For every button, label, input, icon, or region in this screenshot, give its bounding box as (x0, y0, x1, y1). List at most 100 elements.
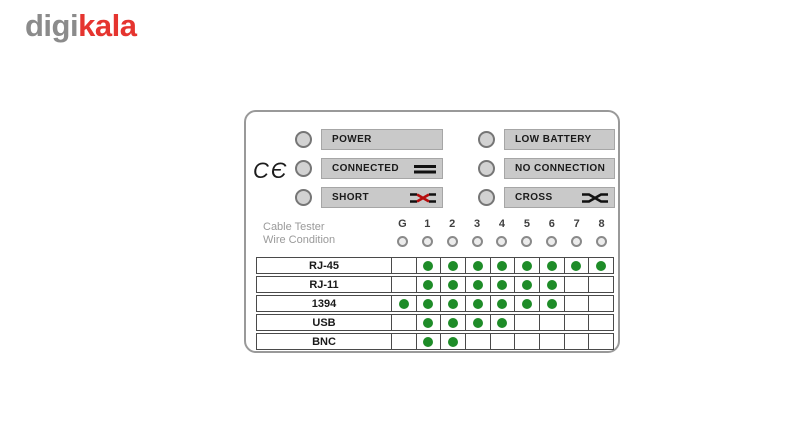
logo-text-kala: kala (78, 8, 137, 43)
logo-text-digi: digi (25, 8, 79, 43)
column-led-ring (521, 236, 533, 247)
wire-cell-3 (464, 315, 490, 330)
wire-cell-7 (563, 315, 589, 330)
column-number: 1 (424, 218, 431, 230)
column-header-G: G (390, 217, 415, 247)
cross-label-box: CROSS (504, 187, 615, 208)
wire-cell-G (391, 334, 416, 349)
column-header-2: 2 (440, 217, 465, 247)
short-led (295, 189, 312, 206)
indicator-row-low-battery: LOW BATTERY (478, 129, 615, 150)
column-header-1: 1 (415, 217, 440, 247)
led-dot-on (472, 317, 483, 328)
led-dot-on (472, 260, 483, 271)
wire-cell-3 (464, 258, 490, 273)
wire-cell-8 (588, 315, 613, 330)
cable-tester-panel: CЄ POWER CONNECTED SHORT (244, 110, 620, 353)
wire-cell-4 (489, 277, 515, 292)
led-dot-on (497, 298, 508, 309)
led-dot-on (423, 298, 434, 309)
wire-cell-5 (514, 315, 539, 330)
led-dot-on (423, 317, 434, 328)
led-dot-on (423, 260, 434, 271)
wire-cell-7 (563, 334, 589, 349)
wire-cell-1 (415, 296, 441, 311)
column-header-4: 4 (490, 217, 515, 247)
indicator-row-connected: CONNECTED (295, 158, 443, 179)
short-label-box: SHORT (321, 187, 443, 208)
column-number: 2 (449, 218, 456, 230)
wire-row-bnc: BNC (256, 333, 614, 350)
wire-cell-7 (563, 258, 589, 273)
column-header-7: 7 (564, 217, 589, 247)
wire-cell-G (391, 277, 416, 292)
led-dot-on (522, 279, 533, 290)
wire-cell-6 (538, 315, 564, 330)
table-column-headers: G 1 2 3 4 5 6 7 8 (390, 217, 614, 247)
column-led-ring (571, 236, 583, 247)
column-led-ring (546, 236, 558, 247)
column-header-5: 5 (514, 217, 539, 247)
indicator-row-cross: CROSS (478, 187, 615, 208)
led-dot-on (497, 279, 508, 290)
table-title-line1: Cable Tester (263, 221, 325, 233)
wire-row-rj-45: RJ-45 (256, 257, 614, 274)
wire-cell-5 (514, 296, 539, 311)
row-label: RJ-11 (309, 278, 339, 291)
led-dot-on (448, 317, 459, 328)
led-dot-on (497, 317, 508, 328)
column-led-ring (596, 236, 608, 247)
wire-cell-4 (489, 334, 515, 349)
short-label: SHORT (332, 192, 369, 203)
column-led-ring (396, 236, 408, 247)
row-label: RJ-45 (309, 259, 339, 272)
led-dot-on (448, 298, 459, 309)
wire-cell-5 (514, 334, 539, 349)
wire-cell-7 (563, 277, 589, 292)
wire-cell-1 (415, 315, 441, 330)
power-label: POWER (332, 134, 372, 145)
led-dot-on (423, 336, 434, 347)
column-number: 8 (598, 218, 605, 230)
wire-cell-3 (464, 334, 490, 349)
led-dot-on (423, 279, 434, 290)
column-number: 6 (548, 218, 555, 230)
wire-row-1394: 1394 (256, 295, 614, 312)
ce-mark: CЄ (253, 158, 289, 183)
wire-cell-4 (489, 258, 515, 273)
wire-cell-2 (440, 315, 465, 330)
power-label-box: POWER (321, 129, 443, 150)
wire-cell-8 (588, 334, 613, 349)
wire-cell-2 (440, 277, 465, 292)
wire-cell-5 (514, 258, 539, 273)
column-number: 7 (573, 218, 580, 230)
wire-cell-2 (440, 334, 465, 349)
led-dot-on (571, 260, 582, 271)
column-led-ring (471, 236, 483, 247)
power-led (295, 131, 312, 148)
wire-cell-6 (538, 296, 564, 311)
led-dot-on (522, 260, 533, 271)
indicator-row-no-connection: NO CONNECTION (478, 158, 615, 179)
wire-cell-8 (588, 277, 613, 292)
row-label: 1394 (311, 297, 337, 310)
crossed-wires-red-icon (410, 192, 436, 203)
led-dot-on (472, 298, 483, 309)
low-battery-label: LOW BATTERY (515, 134, 592, 145)
row-label: USB (312, 316, 336, 329)
led-dot-on (448, 336, 459, 347)
column-header-3: 3 (465, 217, 490, 247)
wire-row-usb: USB (256, 314, 614, 331)
table-title-line2: Wire Condition (263, 234, 336, 246)
column-led-ring (446, 236, 458, 247)
column-number: G (398, 218, 407, 230)
led-dot-on (448, 260, 459, 271)
table-title: Cable Tester Wire Condition (263, 221, 335, 247)
wire-cell-3 (464, 277, 490, 292)
led-dot-on (497, 260, 508, 271)
wire-cell-5 (514, 277, 539, 292)
wire-cell-4 (489, 296, 515, 311)
wire-cell-1 (415, 277, 441, 292)
no-connection-led (478, 160, 495, 177)
cross-label: CROSS (515, 192, 553, 203)
